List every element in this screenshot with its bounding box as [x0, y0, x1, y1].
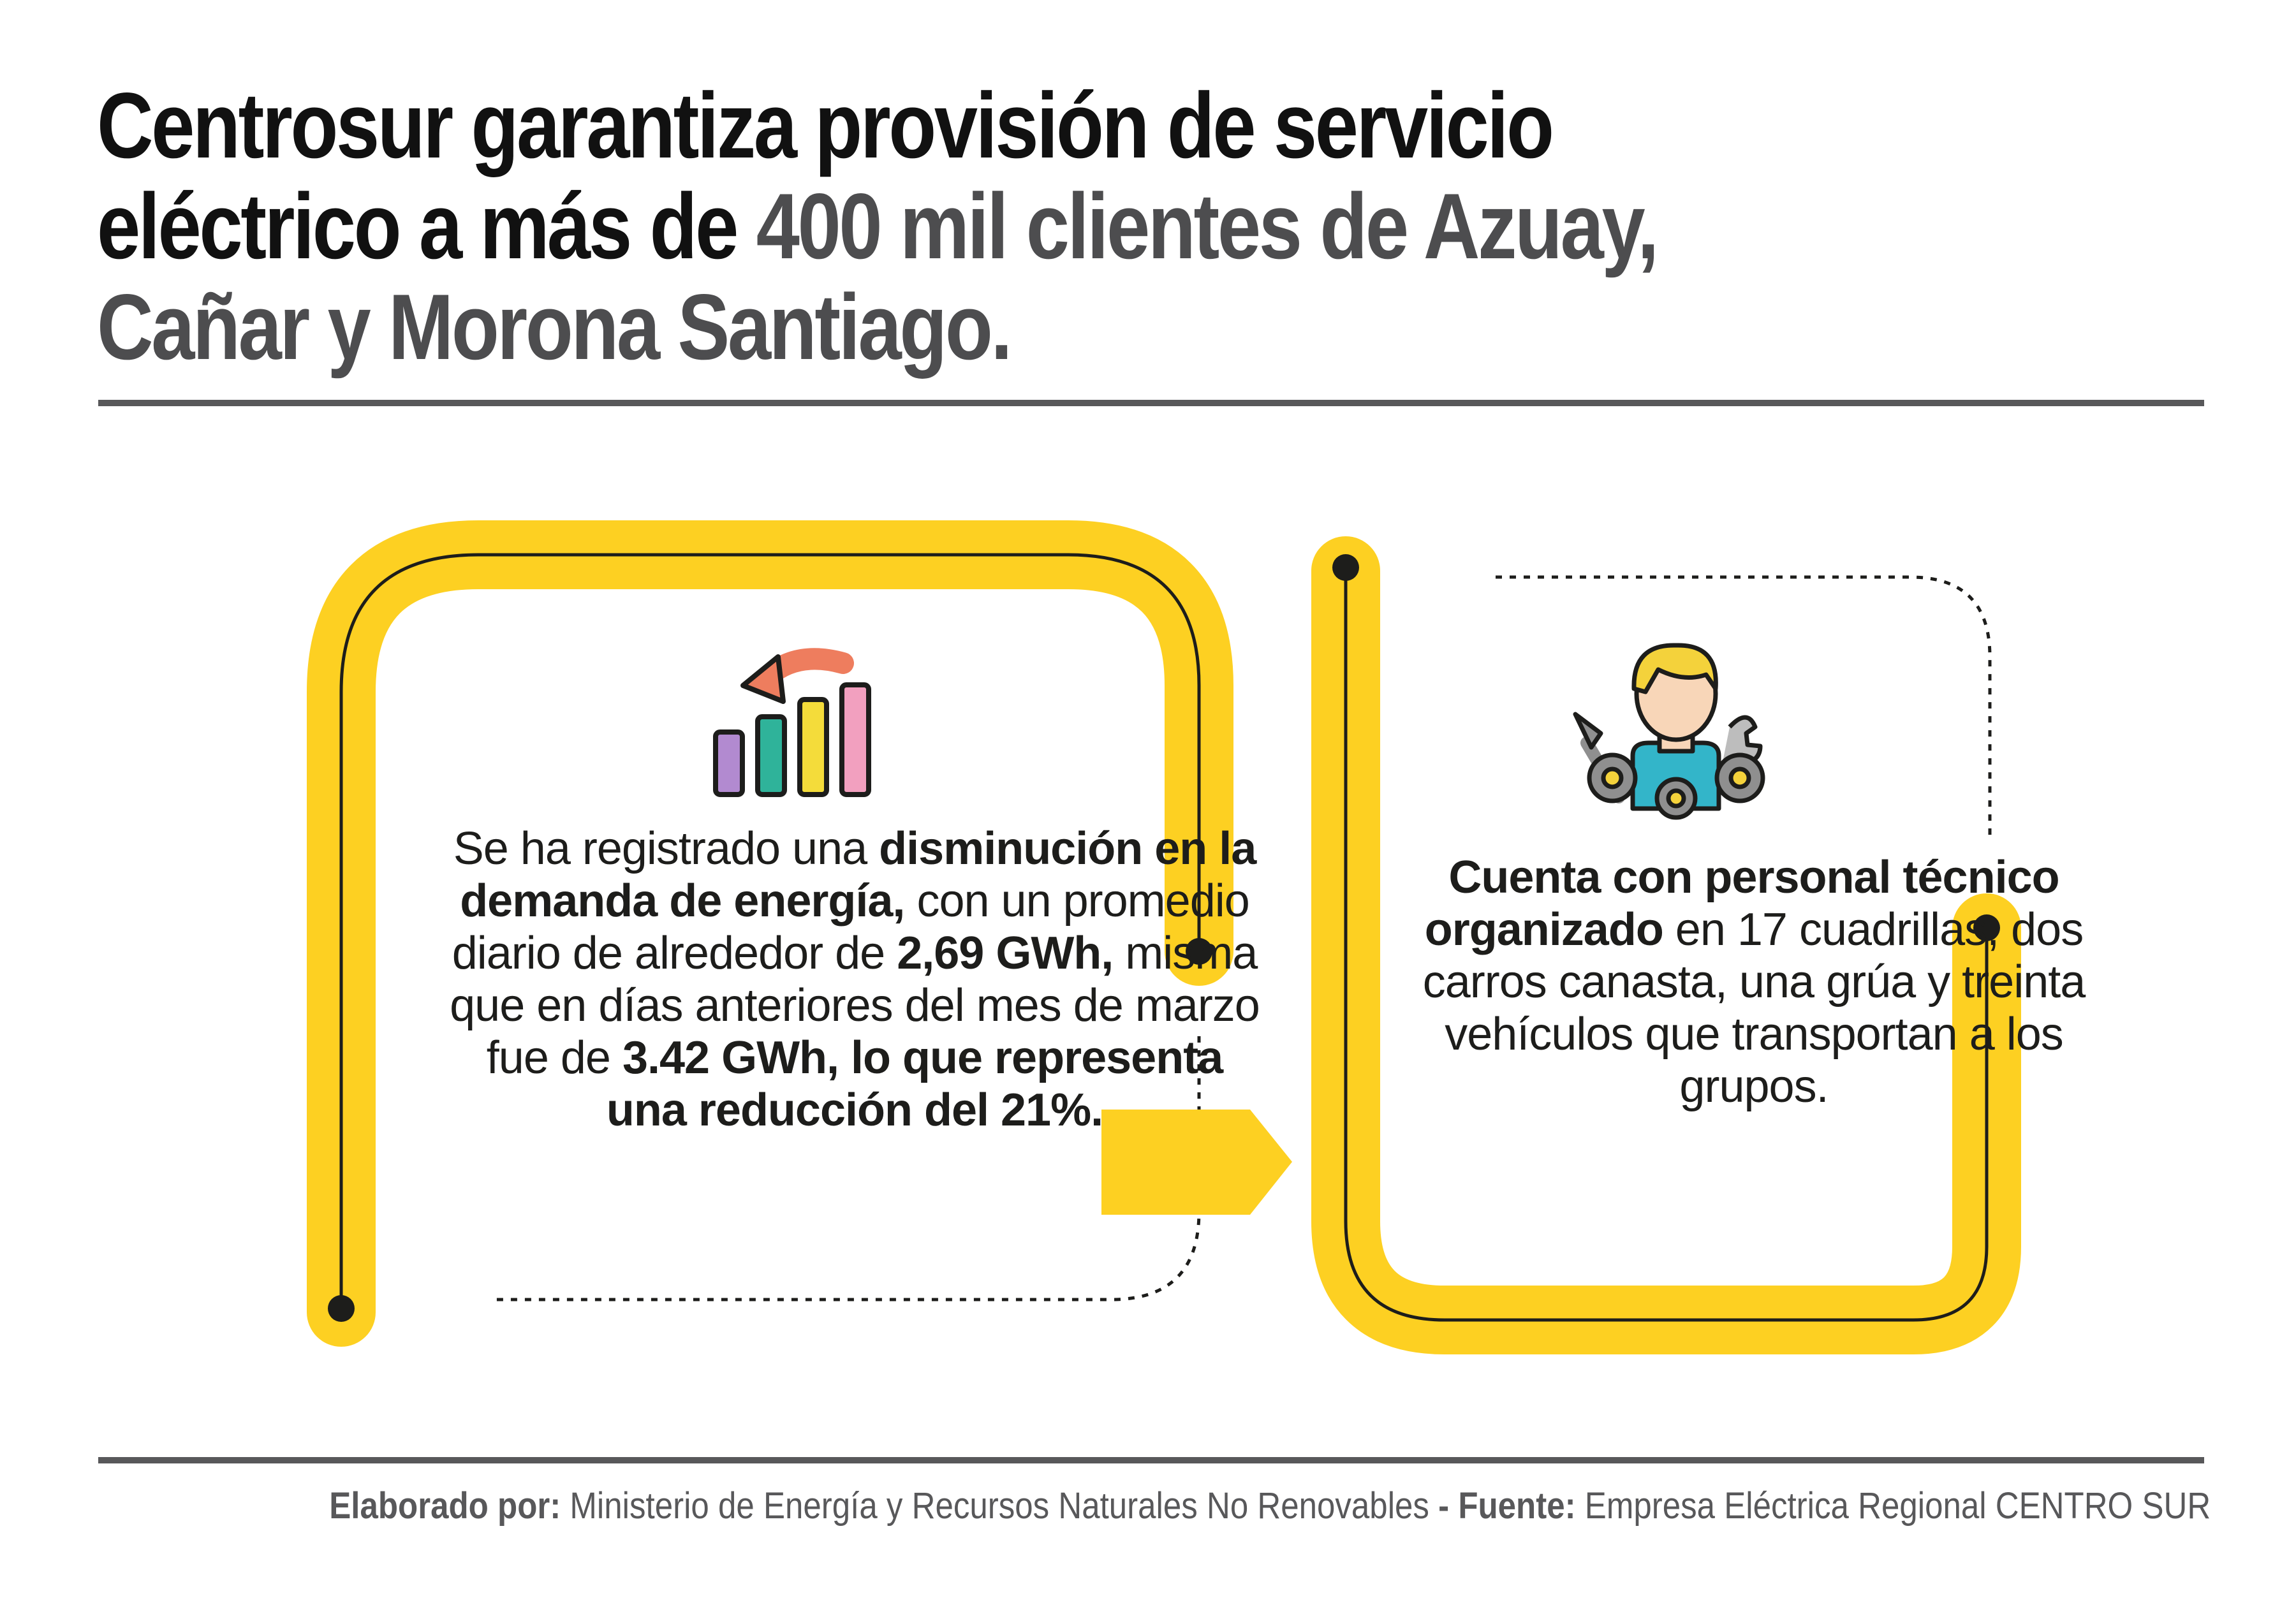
- top-divider: [98, 400, 2204, 406]
- arrow-shape: [1101, 1110, 1292, 1215]
- footer-value-elaborado: Ministerio de Energía y Recursos Natural…: [561, 1485, 1429, 1527]
- title-highlight: 400 mil clientes de Azuay, Cañar y Moron…: [97, 174, 1659, 379]
- right-card-text: Cuenta con personal técnico organizado e…: [1365, 851, 2143, 1113]
- left-path-start-dot: [328, 1295, 355, 1322]
- left-bold-3: 3.42 GWh, lo que representa una reducció…: [606, 1032, 1223, 1136]
- left-text-3: misma que en días anteriores del mes de …: [450, 928, 1260, 1083]
- right-path-end-dot: [1973, 914, 2000, 941]
- footer-value-fuente: Empresa Eléctrica Regional CENTRO SUR: [1575, 1485, 2211, 1527]
- left-thin-line: [339, 553, 1201, 1312]
- left-card-text: Se ha registrado una disminución en la d…: [446, 823, 1263, 1136]
- left-bold-2: 2,69 GWh,: [897, 928, 1114, 979]
- page-title: Centrosur garantiza provisión de servici…: [97, 75, 1865, 377]
- bottom-divider: [98, 1457, 2204, 1463]
- technician-with-tools-icon: [1573, 643, 1765, 820]
- bar-chart-decrease-icon: [713, 648, 871, 797]
- left-text-2: con un promedio diario de alrededor de: [452, 876, 1250, 979]
- right-path-start-dot: [1332, 554, 1359, 581]
- left-bold-1: disminución en la demanda de energía,: [460, 823, 1256, 927]
- title-main: Centrosur garantiza provisión de servici…: [97, 73, 1554, 278]
- right-dotted-connector: [1496, 575, 1992, 842]
- right-thin-line: [1344, 571, 1989, 1322]
- left-text-1: Se ha registrado una: [453, 823, 879, 874]
- left-path-end-dot: [1186, 938, 1212, 965]
- right-text-1: en 17 cuadrillas, dos carros canasta, un…: [1422, 904, 2086, 1112]
- right-bold-1: Cuenta con personal técnico organizado: [1424, 852, 2060, 955]
- footer-separator: -: [1429, 1485, 1459, 1527]
- footer-credits: Elaborado por: Ministerio de Energía y R…: [329, 1484, 2211, 1527]
- footer-label-fuente: Fuente:: [1458, 1485, 1576, 1527]
- footer-label-elaborado: Elaborado por:: [329, 1485, 561, 1527]
